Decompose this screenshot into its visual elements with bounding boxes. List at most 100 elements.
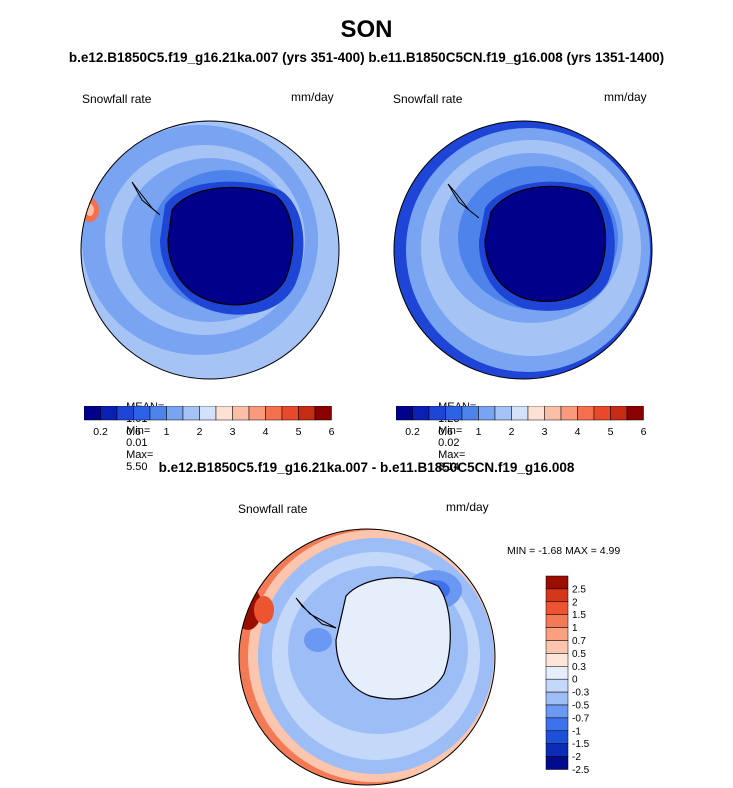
diff-colorbar-swatch — [545, 640, 569, 654]
panel1-colorbar: 0.2 0.6 1 2 3 4 5 6 — [84, 406, 334, 438]
diff-colorbar-swatch — [545, 614, 569, 628]
diff-colorbar-swatch — [545, 575, 569, 590]
panel1-map — [80, 120, 340, 380]
diff-map — [238, 528, 496, 786]
panel1-units: mm/day — [291, 90, 334, 104]
diff-minmax: MIN = -1.68 MAX = 4.99 — [507, 545, 621, 557]
antarctica-coastline — [167, 186, 294, 306]
panel1-colorbar-swatch — [84, 406, 101, 421]
panel1-colorbar-swatch — [215, 406, 233, 421]
panel2-colorbar-swatch — [610, 406, 628, 421]
panel1-colorbar-swatch — [281, 406, 299, 421]
panel1-colorbar-tick-label: 4 — [263, 426, 269, 438]
diff-colorbar-swatch — [545, 743, 569, 757]
panel1-colorbar-swatch — [199, 406, 217, 421]
panel2-colorbar-tick-label: 5 — [608, 426, 614, 438]
peninsula-coastline — [295, 597, 337, 629]
panel2-colorbar-tick-label: 0.6 — [438, 426, 453, 438]
panel1-colorbar-tick-label: 3 — [230, 426, 236, 438]
panel2-map — [393, 120, 653, 380]
diff-colorbar-tick-label: 1.5 — [572, 610, 586, 621]
panel2-colorbar: 0.2 0.6 1 2 3 4 5 6 — [396, 406, 646, 438]
panel1-field-label: Snowfall rate — [82, 92, 152, 106]
diff-colorbar-swatch — [545, 691, 569, 706]
diff-colorbar-tick-label: 0.7 — [572, 636, 586, 647]
panel2-max-value: 3.14 — [438, 461, 460, 473]
panel1-colorbar-swatch — [116, 406, 134, 421]
diff-title: b.e12.B1850C5.f19_g16.21ka.007 - b.e11.B… — [158, 460, 575, 475]
diff-colorbar-tick-label: -2 — [572, 752, 581, 763]
diff-colorbar-tick-label: -0.3 — [572, 688, 590, 699]
antarctica-coastline — [335, 577, 451, 700]
panel2-units: mm/day — [604, 90, 647, 104]
panel2-colorbar-swatch — [412, 406, 430, 421]
diff-colorbar: 2.5 2 1.5 1 0.7 0.5 0.3 0 -0.3 -0.5-0.7 -1 -1.5 -2 -2… — [545, 575, 590, 776]
diff-colorbar-tick-label: -2.5 — [572, 765, 590, 776]
page-title: SON — [340, 16, 393, 43]
negative-patch-peninsula — [304, 628, 332, 652]
panel2-colorbar-swatch — [527, 406, 545, 421]
diff-colorbar-swatch — [545, 666, 569, 680]
peninsula-coastline — [447, 183, 480, 219]
panel1-colorbar-swatch — [100, 406, 118, 421]
diff-colorbar-tick-label: -1 — [572, 726, 581, 737]
panel1-colorbar-swatch — [133, 406, 151, 421]
panel2-colorbar-tick-label: 0.2 — [405, 426, 420, 438]
panel2-max-label: Max= — [438, 449, 466, 461]
panel1-colorbar-swatch — [182, 406, 200, 421]
diff-colorbar-swatch — [545, 678, 569, 693]
panel2-colorbar-swatch — [396, 406, 413, 421]
panel2-colorbar-tick-label: 4 — [575, 426, 581, 438]
panel1-colorbar-swatch — [232, 406, 250, 421]
panel1-colorbar-swatch — [314, 406, 332, 421]
panel1-colorbar-swatch — [166, 406, 184, 421]
panel2-field-label: Snowfall rate — [393, 92, 463, 106]
diff-colorbar-swatch — [545, 730, 569, 744]
panel1-max-value: 5.50 — [126, 461, 148, 473]
diff-colorbar-swatch — [545, 756, 569, 770]
panel2-colorbar-tick-label: 1 — [476, 426, 482, 438]
panel1-colorbar-tick-label: 0.2 — [93, 426, 108, 438]
diff-colorbar-tick-label: 0.3 — [572, 662, 586, 673]
panel1-colorbar-swatch — [149, 406, 167, 421]
diff-colorbar-tick-label: -0.7 — [572, 713, 590, 724]
continent-interior-fill — [168, 187, 293, 305]
diff-colorbar-swatch — [545, 601, 569, 615]
diff-field-label: Snowfall rate — [238, 502, 308, 516]
panel2-colorbar-swatch — [544, 406, 562, 421]
panel1-colorbar-tick-label: 6 — [329, 426, 334, 438]
diff-colorbar-swatch — [545, 717, 569, 732]
diff-colorbar-swatch — [545, 704, 569, 719]
panel2-min-label: Min= — [438, 425, 463, 437]
diff-colorbar-tick-label: 2 — [572, 597, 578, 608]
diff-colorbar-tick-label: 2.5 — [572, 584, 586, 595]
peninsula-coastline — [131, 181, 161, 216]
panel2-colorbar-swatch — [626, 406, 644, 421]
panel1-colorbar-tick-label: 5 — [296, 426, 302, 438]
panel2-colorbar-swatch — [461, 406, 479, 421]
panel1-min-value: 0.01 — [126, 437, 148, 449]
panel1-colorbar-swatch — [298, 406, 316, 421]
continent-interior-fill — [485, 186, 606, 302]
panel1-min-label: Min= — [126, 425, 151, 437]
panel2-colorbar-swatch — [445, 406, 463, 421]
panel2-colorbar-swatch — [560, 406, 578, 421]
diff-colorbar-swatch — [545, 653, 569, 667]
panel1-colorbar-swatch — [248, 406, 266, 421]
panel2-colorbar-swatch — [511, 406, 529, 421]
diff-units: mm/day — [446, 500, 489, 514]
diff-colorbar-swatch — [545, 627, 569, 641]
diff-colorbar-tick-label: -1.5 — [572, 739, 590, 750]
diff-colorbar-tick-label: 0.5 — [572, 649, 586, 660]
diff-colorbar-tick-label: -0.5 — [572, 701, 590, 712]
panel2-colorbar-swatch — [428, 406, 446, 421]
case-title: b.e12.B1850C5.f19_g16.21ka.007 (yrs 351-… — [68, 50, 665, 65]
panel2-colorbar-tick-label: 3 — [542, 426, 548, 438]
panel1-colorbar-tick-label: 2 — [197, 426, 203, 438]
panel2-colorbar-tick-label: 2 — [509, 426, 515, 438]
panel2-colorbar-tick-label: 6 — [641, 426, 646, 438]
panel2-colorbar-swatch — [494, 406, 512, 421]
diff-colorbar-tick-label: 0 — [572, 675, 578, 686]
panel2-colorbar-swatch — [593, 406, 611, 421]
diff-colorbar-swatch — [545, 588, 569, 603]
